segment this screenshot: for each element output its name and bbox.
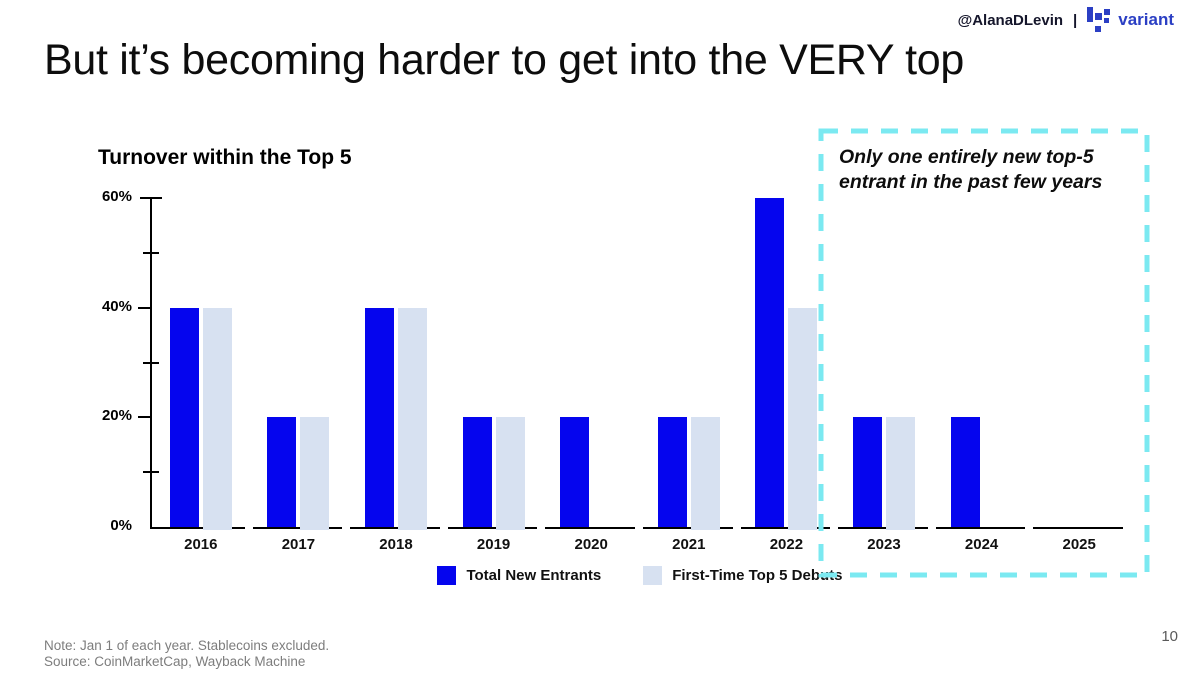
legend-item-first-time-debuts: First-Time Top 5 Debuts [643,566,843,585]
bar-total-new-entrants [657,417,687,527]
y-axis-major-tick [138,416,150,419]
y-axis-major-tick [138,306,150,309]
legend: Total New Entrants First-Time Top 5 Debu… [152,566,1128,585]
bar-total-new-entrants [267,417,297,527]
header-separator: | [1073,11,1078,29]
logo-pixel [1087,7,1094,22]
x-axis-label: 2018 [379,536,413,553]
x-axis-label: 2020 [574,536,608,553]
page-number: 10 [1161,628,1178,645]
logo-pixel [1095,13,1103,20]
callout-dash-rect [818,128,1150,578]
x-axis-label: 2022 [769,536,804,553]
x-axis-segment [350,527,440,529]
bar-first-time-debuts [495,417,525,530]
variant-logo-icon [1087,7,1111,33]
brand-wordmark: variant [1118,10,1174,29]
x-axis-segment [545,527,635,529]
logo-pixel [1095,26,1102,32]
x-axis-segment [447,527,538,529]
x-axis-label: 2025 [1062,536,1096,553]
x-axis-segment [838,527,928,529]
x-axis-segment [643,527,733,529]
y-axis-minor-tick [143,471,159,474]
slide-title: But it’s becoming harder to get into the… [44,36,964,84]
footnote-note: Note: Jan 1 of each year. Stablecoins ex… [44,638,330,653]
plot-area: 0% 20% 40% 60% 2016 2017 2018 2019 2020 2021 2022 2… [102,188,1128,553]
y-axis-top-tick [140,197,162,199]
bar-total-new-entrants [755,198,785,527]
variant-brand: variant [1087,7,1174,33]
legend-label-total: Total New Entrants [466,567,602,584]
annotation-text: Only one entirely new top-5 entrant in t… [839,145,1149,195]
bar-first-time-debuts [886,417,915,530]
bar-first-time-debuts [398,307,427,530]
y-axis-label: 60% [101,188,132,205]
legend-label-debuts: First-Time Top 5 Debuts [672,567,843,584]
twitter-handle: @AlanaDLevin [957,11,1064,29]
x-axis-segment [740,527,831,529]
chart-title: Turnover within the Top 5 [98,146,352,169]
bar-first-time-debuts [690,417,720,530]
bar-total-new-entrants [169,307,199,527]
x-axis-label: 2016 [184,536,218,553]
bar-total-new-entrants [560,417,590,527]
y-axis-minor-tick [143,251,159,254]
footnote: Note: Jan 1 of each year. Stablecoins ex… [44,638,329,670]
footnote-source: Source: CoinMarketCap, Wayback Machine [44,654,306,669]
bar-total-new-entrants [462,417,492,527]
x-axis-label: 2023 [867,536,901,553]
logo-pixel [1104,18,1110,23]
y-axis-minor-tick [143,361,159,364]
y-axis-line [150,198,152,529]
bar-first-time-debuts [202,307,232,530]
bar-total-new-entrants [853,417,882,527]
y-axis-label: 40% [101,297,132,315]
legend-item-total-new-entrants: Total New Entrants [437,566,601,585]
y-axis-label: 0% [110,517,132,534]
x-axis-label: 2024 [964,536,999,553]
y-axis-label: 20% [101,407,132,425]
bar-first-time-debuts [788,307,818,530]
legend-swatch-total [437,566,457,585]
x-axis-label: 2019 [476,536,511,553]
x-axis-label: 2017 [281,536,316,553]
bar-first-time-debuts [300,417,330,530]
legend-swatch-debuts [643,566,663,585]
logo-pixel [1104,9,1111,15]
x-axis-label: 2021 [672,536,706,553]
header: @AlanaDLevin | variant [958,7,1174,33]
bar-total-new-entrants [365,307,394,527]
bar-total-new-entrants [950,417,980,527]
x-axis-segment [935,527,1026,529]
x-axis-segment [152,527,245,529]
x-axis-segment [1033,527,1123,529]
annotation-box [818,128,1150,578]
x-axis-segment [252,527,343,529]
annotation-line-1: Only one entirely new top-5 [839,146,1094,168]
annotation-line-2: entrant in the past few years [839,171,1103,193]
